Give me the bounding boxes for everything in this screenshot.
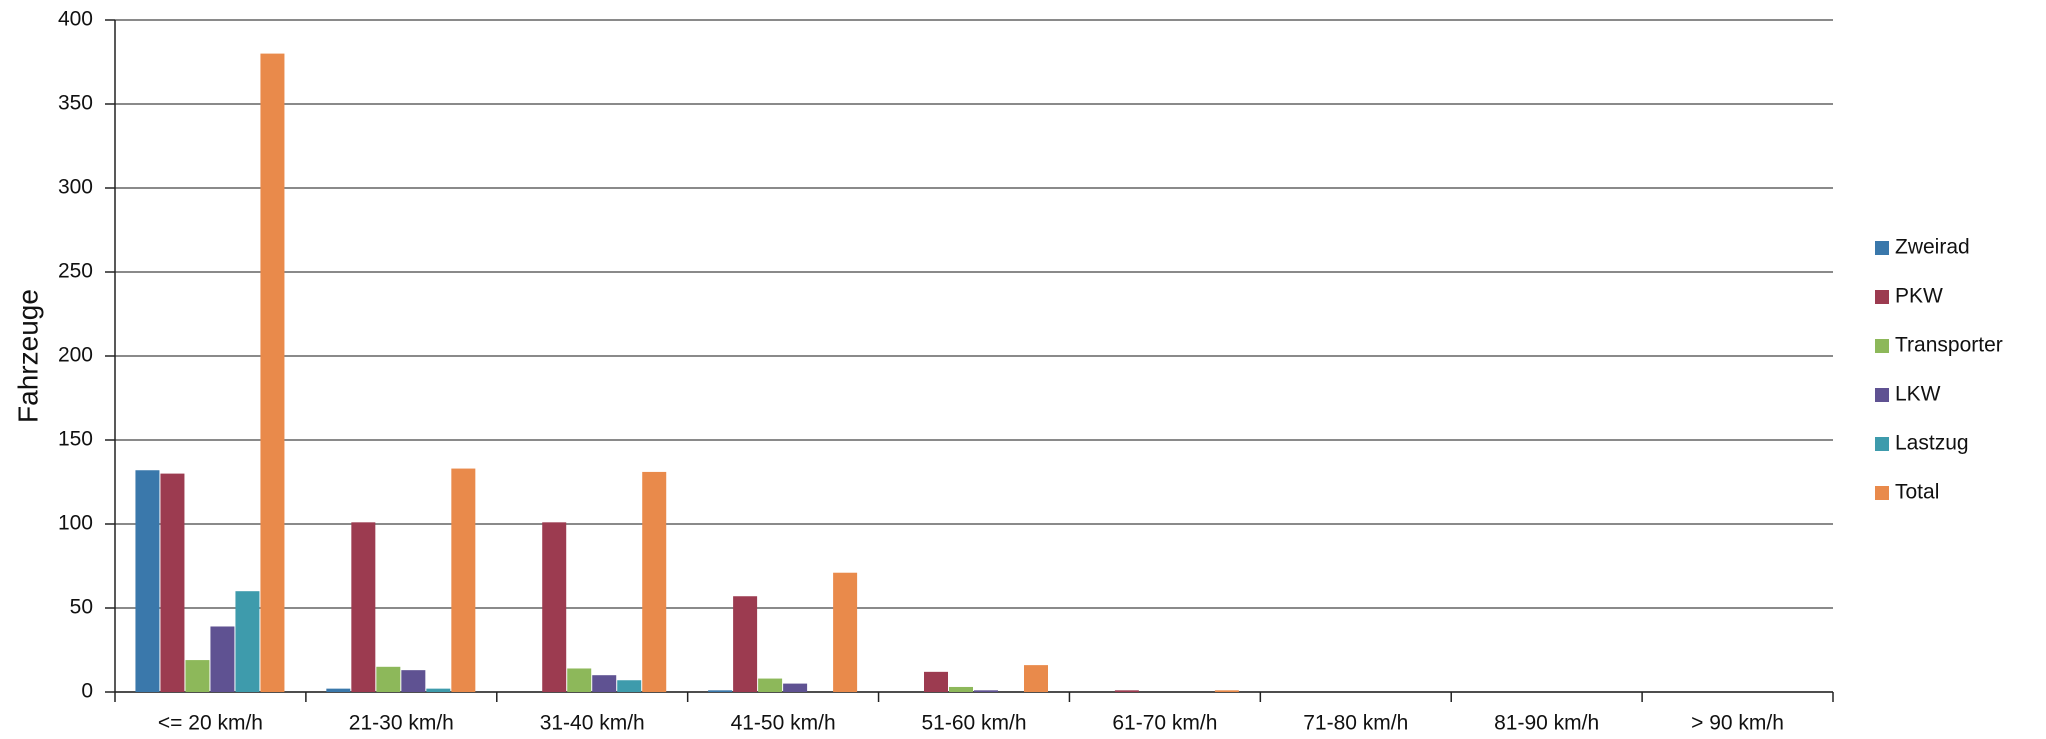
y-tick-label: 0 (81, 680, 93, 703)
x-tick-label: 21-30 km/h (349, 712, 454, 735)
bar (326, 688, 351, 692)
bar (1214, 690, 1239, 692)
bar (160, 473, 185, 692)
y-tick-label: 150 (58, 428, 93, 451)
legend-swatch (1875, 339, 1889, 353)
bar (426, 688, 451, 692)
bar (733, 596, 758, 692)
legend-label: Lastzug (1895, 432, 1969, 455)
bar (451, 468, 476, 692)
bar (542, 522, 567, 692)
bar (617, 680, 642, 692)
bar (708, 690, 733, 692)
legend-label: LKW (1895, 383, 1941, 406)
legend-swatch (1875, 290, 1889, 304)
bar (1114, 690, 1139, 692)
bar (235, 591, 260, 692)
legend-label: Total (1895, 481, 1939, 504)
bar (833, 572, 858, 692)
y-tick-label: 100 (58, 512, 93, 535)
y-tick-label: 300 (58, 176, 93, 199)
y-tick-label: 200 (58, 344, 93, 367)
bar (642, 471, 667, 692)
bar (1024, 665, 1048, 692)
legend-label: Zweirad (1895, 236, 1970, 259)
y-tick-label: 400 (58, 8, 93, 31)
x-tick-label: <= 20 km/h (158, 712, 263, 735)
legend-swatch (1875, 241, 1889, 255)
bar (924, 671, 948, 692)
bar (783, 683, 808, 692)
bar (949, 686, 973, 692)
y-tick-label: 50 (70, 596, 93, 619)
bar (260, 53, 285, 693)
y-tick-label: 250 (58, 260, 93, 283)
bar (758, 678, 783, 692)
legend-swatch (1875, 486, 1889, 500)
x-tick-label: 61-70 km/h (1112, 712, 1217, 735)
bar (401, 670, 426, 692)
bar (185, 660, 210, 692)
legend-label: Transporter (1895, 334, 2003, 357)
bar (376, 666, 401, 692)
bar (567, 668, 592, 692)
bar (974, 690, 998, 692)
bar (210, 626, 235, 692)
bar (351, 522, 376, 692)
bar (135, 470, 160, 692)
y-tick-label: 350 (58, 92, 93, 115)
x-tick-label: 71-80 km/h (1303, 712, 1408, 735)
x-tick-label: 31-40 km/h (540, 712, 645, 735)
legend-swatch (1875, 437, 1889, 451)
x-tick-label: 81-90 km/h (1494, 712, 1599, 735)
x-tick-label: 41-50 km/h (731, 712, 836, 735)
x-tick-label: 51-60 km/h (921, 712, 1026, 735)
y-axis-label: Fahrzeuge (12, 289, 43, 423)
x-tick-label: > 90 km/h (1691, 712, 1784, 735)
legend-swatch (1875, 388, 1889, 402)
bar (592, 675, 617, 692)
legend-label: PKW (1895, 285, 1943, 308)
